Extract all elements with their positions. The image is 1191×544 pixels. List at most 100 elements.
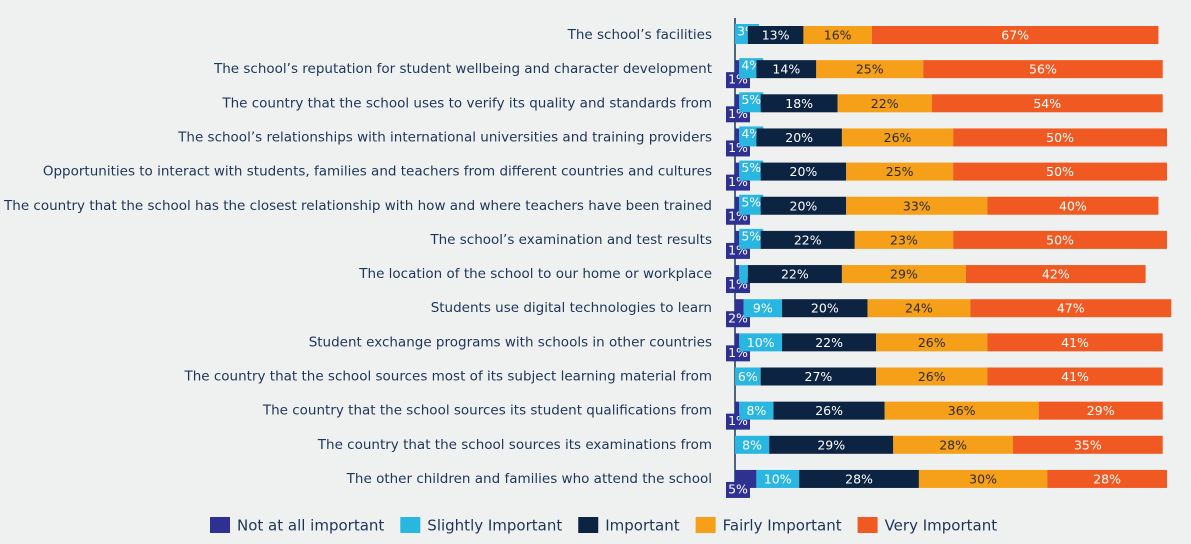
- value-label: 36%: [948, 403, 976, 418]
- bar-segment: [782, 333, 877, 352]
- bar-segment: [782, 299, 868, 318]
- value-label: 41%: [1061, 335, 1089, 350]
- bar-segment: [760, 230, 855, 249]
- category-label: The school’s examination and test result…: [429, 232, 712, 248]
- value-label: 28%: [1093, 471, 1121, 486]
- value-label: 50%: [1046, 130, 1074, 145]
- bar-segment: [747, 26, 804, 44]
- value-label: 13%: [762, 28, 790, 43]
- category-label: The other children and families who atte…: [346, 471, 712, 487]
- bar-segment: [970, 299, 1172, 318]
- label-box: [739, 194, 764, 211]
- bar-segment: [743, 299, 783, 318]
- value-label: 25%: [856, 62, 884, 77]
- bar-segment: [756, 60, 817, 79]
- value-label: 29%: [890, 267, 918, 282]
- value-label: 27%: [805, 369, 833, 384]
- bar-segment: [735, 401, 740, 420]
- category-label: Opportunities to interact with students,…: [43, 164, 712, 180]
- legend-swatch: [578, 517, 599, 533]
- value-label: 29%: [1087, 403, 1115, 418]
- bar-segment: [756, 469, 800, 488]
- bar-segment: [953, 162, 1167, 181]
- category-label: The country that the school has the clos…: [3, 198, 712, 214]
- value-label: 50%: [1046, 232, 1074, 247]
- value-label: 26%: [918, 335, 946, 350]
- value-label: 26%: [918, 369, 946, 384]
- label-box: [726, 481, 750, 498]
- bar-segment: [867, 299, 971, 318]
- legend-label: Important: [605, 517, 679, 535]
- bar-segment: [816, 60, 924, 79]
- bar-segment: [735, 162, 740, 181]
- bar-segment: [735, 230, 740, 249]
- bar-segment: [760, 162, 847, 181]
- value-label: 8%: [746, 403, 766, 418]
- category-label: The location of the school to our home o…: [358, 266, 712, 282]
- value-label: 6%: [738, 369, 758, 384]
- bar-segment: [760, 196, 847, 215]
- legend-swatch: [695, 517, 716, 533]
- value-label: 30%: [969, 471, 997, 486]
- legend-label: Fairly Important: [723, 517, 842, 535]
- value-label: 18%: [785, 96, 813, 111]
- value-label: 10%: [747, 335, 775, 350]
- value-label: 5%: [741, 228, 761, 243]
- bar-segment: [756, 128, 842, 147]
- value-label: 4%: [741, 58, 761, 73]
- label-box: [739, 160, 764, 177]
- value-label: 35%: [1074, 437, 1102, 452]
- bar-segment: [841, 128, 954, 147]
- value-label: 14%: [772, 62, 800, 77]
- value-label: 22%: [794, 232, 822, 247]
- bar-segment: [987, 196, 1159, 215]
- value-label: 16%: [824, 28, 852, 43]
- bar-segment: [953, 230, 1167, 249]
- value-label: 40%: [1059, 198, 1087, 213]
- value-label: 22%: [815, 335, 843, 350]
- bar-segment: [760, 94, 838, 113]
- bar-segment: [769, 435, 894, 454]
- value-label: 56%: [1029, 62, 1057, 77]
- value-label: 42%: [1042, 267, 1070, 282]
- value-label: 28%: [845, 471, 873, 486]
- category-label: The country that the school uses to veri…: [221, 95, 712, 111]
- bar-segment: [1038, 401, 1163, 420]
- bar-segment: [987, 367, 1163, 386]
- bar-segment: [735, 333, 740, 352]
- bar-segment: [735, 299, 744, 318]
- bar-segment: [871, 26, 1159, 44]
- value-label: 5%: [741, 160, 761, 175]
- bar-segment: [854, 230, 954, 249]
- bar-segment: [923, 60, 1163, 79]
- value-label: 4%: [741, 126, 761, 141]
- legend-swatch: [857, 517, 878, 533]
- value-label: 26%: [884, 130, 912, 145]
- value-label: 29%: [817, 437, 845, 452]
- value-label: 41%: [1061, 369, 1089, 384]
- bar-segment: [739, 265, 748, 284]
- bar-segment: [735, 367, 761, 386]
- legend-swatch: [400, 517, 421, 533]
- value-label: 22%: [871, 96, 899, 111]
- label-box: [739, 228, 764, 245]
- value-label: 23%: [890, 232, 918, 247]
- bar-segment: [803, 26, 872, 44]
- value-label: 20%: [790, 164, 818, 179]
- bar-segment: [1047, 469, 1167, 488]
- value-label: 8%: [742, 437, 762, 452]
- value-label: 33%: [903, 198, 931, 213]
- bar-segment: [739, 401, 774, 420]
- value-label: 10%: [764, 471, 792, 486]
- label-box: [739, 92, 764, 109]
- value-label: 50%: [1046, 164, 1074, 179]
- bar-segment: [931, 94, 1163, 113]
- value-label: 5%: [741, 92, 761, 107]
- category-label: The country that the school sources its …: [317, 437, 712, 453]
- value-label: 67%: [1001, 28, 1029, 43]
- value-label: 54%: [1033, 96, 1061, 111]
- value-label: 20%: [790, 198, 818, 213]
- bar-segment: [876, 333, 988, 352]
- bar-segment: [747, 265, 842, 284]
